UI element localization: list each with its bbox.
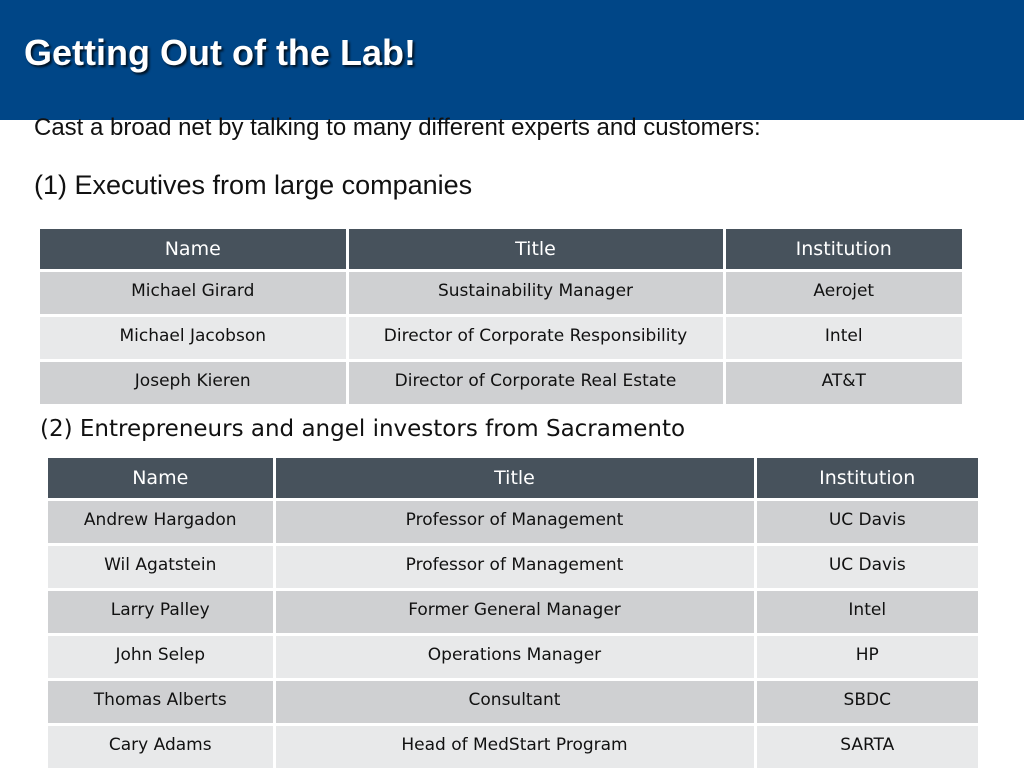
cell-title: Director of Corporate Real Estate — [345, 359, 726, 404]
cell-name: John Selep — [48, 633, 276, 681]
column-header-title: Title — [345, 229, 726, 272]
cell-title: Operations Manager — [272, 633, 757, 681]
cell-title: Professor of Management — [272, 498, 757, 546]
executives-table: Name Title Institution Michael Girard Su… — [40, 229, 962, 404]
table-row: Michael Jacobson Director of Corporate R… — [40, 314, 962, 362]
table-row: Thomas Alberts Consultant SBDC — [48, 678, 978, 726]
cell-name: Michael Girard — [40, 269, 349, 317]
cell-name: Michael Jacobson — [40, 314, 349, 362]
table-header-row: Name Title Institution — [40, 229, 962, 272]
column-header-institution: Institution — [722, 229, 962, 272]
cell-institution: SARTA — [753, 723, 978, 768]
cell-institution: Aerojet — [722, 269, 962, 317]
column-header-name: Name — [48, 458, 276, 501]
cell-title: Director of Corporate Responsibility — [345, 314, 726, 362]
column-header-institution: Institution — [753, 458, 978, 501]
cell-institution: UC Davis — [753, 498, 978, 546]
cell-institution: HP — [753, 633, 978, 681]
cell-title: Head of MedStart Program — [272, 723, 757, 768]
cell-title: Professor of Management — [272, 543, 757, 591]
table-row: John Selep Operations Manager HP — [48, 633, 978, 681]
cell-institution: AT&T — [722, 359, 962, 404]
column-header-title: Title — [272, 458, 757, 501]
title-bar — [0, 0, 1024, 120]
entrepreneurs-table: Name Title Institution Andrew Hargadon P… — [48, 458, 978, 768]
section1-heading: (1) Executives from large companies — [34, 170, 473, 200]
cell-name: Thomas Alberts — [48, 678, 276, 726]
cell-institution: UC Davis — [753, 543, 978, 591]
table-row: Cary Adams Head of MedStart Program SART… — [48, 723, 978, 768]
table-row: Andrew Hargadon Professor of Management … — [48, 498, 978, 546]
cell-name: Wil Agatstein — [48, 543, 276, 591]
table-row: Wil Agatstein Professor of Management UC… — [48, 543, 978, 591]
section2-heading: (2) Entrepreneurs and angel investors fr… — [40, 416, 686, 442]
cell-institution: Intel — [753, 588, 978, 636]
cell-institution: SBDC — [753, 678, 978, 726]
column-header-name: Name — [40, 229, 349, 272]
intro-text: Cast a broad net by talking to many diff… — [34, 114, 761, 141]
cell-name: Cary Adams — [48, 723, 276, 768]
cell-name: Joseph Kieren — [40, 359, 349, 404]
table-header-row: Name Title Institution — [48, 458, 978, 501]
cell-title: Consultant — [272, 678, 757, 726]
slide-title: Getting Out of the Lab! — [24, 32, 416, 73]
cell-title: Former General Manager — [272, 588, 757, 636]
cell-name: Larry Palley — [48, 588, 276, 636]
cell-title: Sustainability Manager — [345, 269, 726, 317]
cell-institution: Intel — [722, 314, 962, 362]
cell-name: Andrew Hargadon — [48, 498, 276, 546]
table-row: Joseph Kieren Director of Corporate Real… — [40, 359, 962, 404]
table-row: Larry Palley Former General Manager Inte… — [48, 588, 978, 636]
table-row: Michael Girard Sustainability Manager Ae… — [40, 269, 962, 317]
